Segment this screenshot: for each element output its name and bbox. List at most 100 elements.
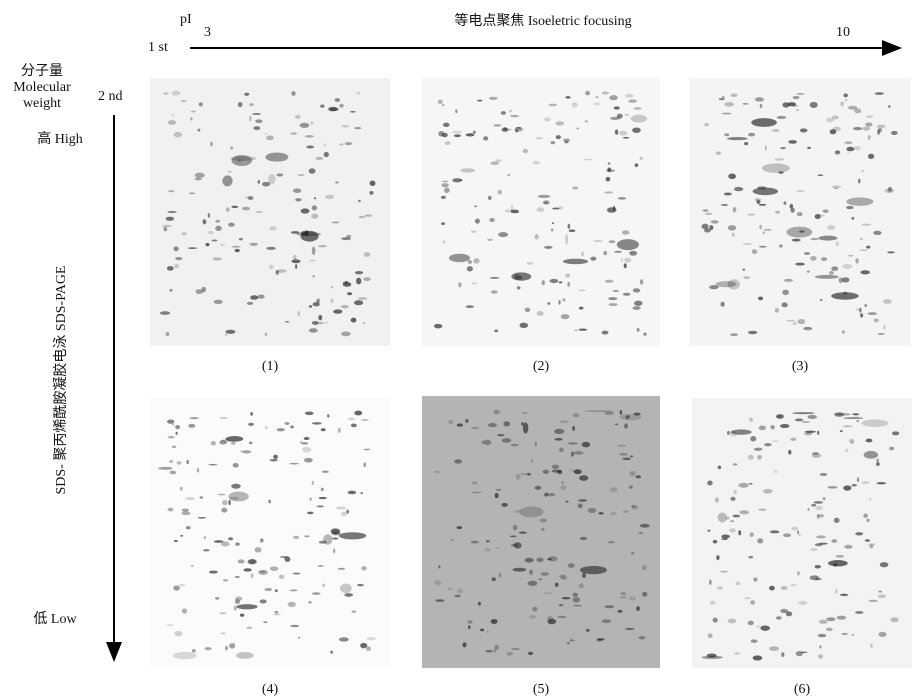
protein-spot xyxy=(445,141,451,145)
protein-spot xyxy=(185,497,195,500)
protein-spot xyxy=(865,539,870,541)
protein-spot xyxy=(749,532,754,537)
protein-spot xyxy=(892,431,899,435)
protein-spot xyxy=(304,437,310,440)
protein-spot xyxy=(842,264,852,269)
protein-spot xyxy=(229,643,235,648)
protein-spot xyxy=(749,417,753,421)
protein-spot xyxy=(609,240,616,243)
protein-spot xyxy=(520,473,529,475)
protein-spot xyxy=(750,436,756,441)
protein-spot xyxy=(547,493,555,496)
protein-spot xyxy=(633,306,641,310)
protein-spot xyxy=(540,519,547,523)
protein-spot xyxy=(270,459,278,462)
protein-spot xyxy=(173,652,197,659)
protein-spot xyxy=(835,412,844,417)
protein-spot xyxy=(734,653,740,655)
protein-spot xyxy=(753,655,763,660)
low-label: 低 Low xyxy=(33,611,77,627)
protein-spot xyxy=(617,445,627,447)
protein-spot xyxy=(325,195,334,199)
protein-spot xyxy=(357,91,360,94)
protein-spot xyxy=(625,628,635,630)
protein-spot xyxy=(295,264,297,269)
protein-spot xyxy=(529,615,537,619)
protein-spot xyxy=(448,588,453,590)
protein-spot xyxy=(189,193,195,195)
protein-spot xyxy=(863,514,868,518)
protein-spot xyxy=(631,505,636,508)
protein-spot xyxy=(579,475,588,481)
figure: pI 3 10 等电点聚焦 Isoeletric focusing 1 st 分… xyxy=(0,0,919,699)
protein-spot xyxy=(285,321,289,323)
protein-spot xyxy=(843,425,853,427)
protein-spot xyxy=(864,304,867,307)
protein-spot xyxy=(223,579,229,581)
protein-spot xyxy=(335,181,339,183)
protein-spot xyxy=(772,440,779,442)
protein-spot xyxy=(242,450,252,453)
protein-spot xyxy=(628,100,637,103)
protein-spot xyxy=(748,455,754,460)
protein-spot xyxy=(348,417,355,420)
protein-spot xyxy=(327,414,329,418)
protein-spot xyxy=(792,239,801,242)
protein-spot xyxy=(230,146,233,149)
protein-spot xyxy=(454,459,462,463)
protein-spot xyxy=(336,507,346,510)
protein-spot xyxy=(490,277,500,279)
protein-spot xyxy=(561,314,570,319)
protein-spot xyxy=(552,222,554,224)
protein-spot xyxy=(754,448,763,451)
protein-spot xyxy=(510,536,517,538)
protein-spot xyxy=(820,473,827,476)
protein-spot xyxy=(547,302,550,305)
protein-spot xyxy=(253,126,260,130)
protein-spot xyxy=(188,424,195,428)
protein-spot xyxy=(229,500,231,505)
protein-spot xyxy=(195,173,205,178)
protein-spot xyxy=(548,556,557,561)
protein-spot xyxy=(305,230,308,235)
protein-spot xyxy=(355,271,363,274)
protein-spot xyxy=(332,538,339,540)
protein-spot xyxy=(177,461,182,464)
protein-spot xyxy=(474,206,477,208)
protein-spot xyxy=(175,432,177,435)
protein-spot xyxy=(291,259,300,263)
protein-spot xyxy=(322,584,325,588)
protein-spot xyxy=(455,109,457,113)
protein-spot xyxy=(538,578,542,580)
protein-spot xyxy=(639,636,646,639)
protein-spot xyxy=(280,556,288,558)
protein-spot xyxy=(843,485,851,490)
second-dimension: 2 nd xyxy=(98,89,123,104)
protein-spot xyxy=(827,486,837,489)
protein-spot xyxy=(567,642,570,645)
protein-spot xyxy=(572,593,578,597)
protein-spot xyxy=(629,251,637,256)
protein-spot xyxy=(505,209,513,212)
protein-spot xyxy=(182,232,187,235)
protein-spot xyxy=(807,147,811,149)
protein-spot xyxy=(728,225,736,231)
protein-spot xyxy=(780,424,790,428)
protein-spot xyxy=(634,413,641,416)
protein-spot xyxy=(491,290,498,293)
protein-spot xyxy=(855,258,858,264)
protein-spot xyxy=(629,485,633,488)
protein-spot xyxy=(306,146,314,149)
protein-spot xyxy=(220,244,226,246)
protein-spot xyxy=(718,513,727,523)
protein-spot xyxy=(289,589,297,591)
protein-spot xyxy=(883,324,885,329)
gel-panel: (5) xyxy=(422,396,660,697)
protein-spot xyxy=(582,573,586,578)
protein-spot xyxy=(775,308,779,313)
protein-spot xyxy=(233,463,239,467)
protein-spot xyxy=(581,252,583,257)
protein-spot xyxy=(541,572,549,576)
protein-spot xyxy=(487,631,489,633)
protein-spot xyxy=(851,217,854,220)
